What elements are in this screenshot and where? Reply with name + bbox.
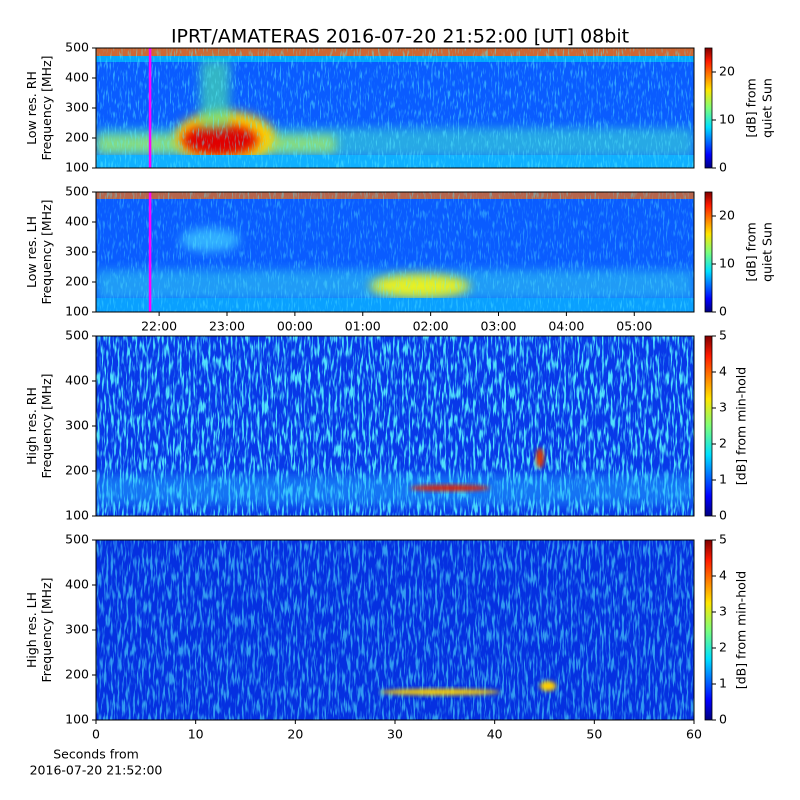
y-tick-label: 400 <box>65 577 89 592</box>
spectrogram-texture <box>96 540 694 720</box>
x-tick-label: 00:00 <box>277 319 313 334</box>
colorbar-tick-label: 5 <box>719 532 727 547</box>
colorbar <box>704 539 713 721</box>
colorbar-tick-label: 1 <box>719 472 727 487</box>
colorbar-label: [dB] from <box>744 78 759 137</box>
y-tick-label: 400 <box>65 214 89 229</box>
colorbar-tick-label: 0 <box>719 304 727 319</box>
colorbar-tick-label: 1 <box>719 676 727 691</box>
x-tick-label: 20 <box>287 727 303 742</box>
x-tick-label: 23:00 <box>209 319 245 334</box>
colorbar-tick-label: 10 <box>719 112 735 127</box>
y-tick-label: 200 <box>65 667 89 682</box>
x-tick-label: 50 <box>586 727 602 742</box>
colorbar-label: quiet Sun <box>760 222 775 282</box>
colorbar-tick-label: 20 <box>719 64 735 79</box>
y-tick-label: 300 <box>65 244 89 259</box>
y-tick-label: 300 <box>65 418 89 433</box>
spectrogram-texture <box>96 48 694 168</box>
y-tick-label: 500 <box>65 40 89 55</box>
y-tick-label: 100 <box>65 160 89 175</box>
y-tick-label: 500 <box>65 532 89 547</box>
y-tick-label: 300 <box>65 622 89 637</box>
colorbar-tick-label: 10 <box>719 256 735 271</box>
colorbar-tick-label: 5 <box>719 328 727 343</box>
x-tick-label: 22:00 <box>141 319 177 334</box>
x-axis-label: 2016-07-20 21:52:00 <box>30 763 163 778</box>
y-tick-label: 300 <box>65 100 89 115</box>
colorbar <box>704 47 713 169</box>
colorbar <box>704 191 713 313</box>
colorbar-label: [dB] from min-hold <box>734 367 749 485</box>
x-tick-label: 0 <box>92 727 100 742</box>
y-axis-label: High res. RH <box>24 387 39 465</box>
x-tick-label: 02:00 <box>413 319 449 334</box>
y-tick-label: 200 <box>65 130 89 145</box>
y-axis-label: High res. LH <box>24 592 39 668</box>
y-tick-label: 400 <box>65 373 89 388</box>
y-axis-label: Frequency [MHz] <box>39 373 54 478</box>
y-tick-label: 500 <box>65 184 89 199</box>
y-axis-label: Low res. LH <box>24 216 39 288</box>
y-tick-label: 200 <box>65 463 89 478</box>
colorbar-tick-label: 2 <box>719 436 727 451</box>
x-axis-label: Seconds from <box>53 747 139 762</box>
colorbar-tick-label: 20 <box>719 208 735 223</box>
colorbar-label: [dB] from min-hold <box>734 571 749 689</box>
colorbar-tick-label: 2 <box>719 640 727 655</box>
x-tick-label: 30 <box>387 727 403 742</box>
colorbar <box>704 335 713 517</box>
spectrogram-texture <box>96 192 694 312</box>
x-tick-label: 04:00 <box>548 319 584 334</box>
y-axis-label: Low res. RH <box>24 71 39 145</box>
y-tick-label: 100 <box>65 508 89 523</box>
colorbar-tick-label: 4 <box>719 568 727 583</box>
colorbar-label: quiet Sun <box>760 78 775 138</box>
x-tick-label: 05:00 <box>616 319 652 334</box>
y-axis-label: Frequency [MHz] <box>39 199 54 304</box>
colorbar-tick-label: 0 <box>719 160 727 175</box>
x-tick-label: 01:00 <box>345 319 381 334</box>
x-tick-label: 40 <box>487 727 503 742</box>
y-tick-label: 500 <box>65 328 89 343</box>
y-tick-label: 200 <box>65 274 89 289</box>
chart-title: IPRT/AMATERAS 2016-07-20 21:52:00 [UT] 0… <box>171 26 629 48</box>
y-tick-label: 400 <box>65 70 89 85</box>
colorbar-tick-label: 4 <box>719 364 727 379</box>
colorbar-tick-label: 3 <box>719 604 727 619</box>
x-tick-label: 10 <box>188 727 204 742</box>
y-tick-label: 100 <box>65 304 89 319</box>
colorbar-tick-label: 3 <box>719 400 727 415</box>
colorbar-tick-label: 0 <box>719 508 727 523</box>
y-axis-label: Frequency [MHz] <box>39 55 54 160</box>
x-tick-label: 03:00 <box>480 319 516 334</box>
y-axis-label: Frequency [MHz] <box>39 577 54 682</box>
x-tick-label: 60 <box>686 727 702 742</box>
spectrogram-texture <box>96 336 694 516</box>
y-tick-label: 100 <box>65 712 89 727</box>
colorbar-label: [dB] from <box>744 222 759 281</box>
colorbar-tick-label: 0 <box>719 712 727 727</box>
